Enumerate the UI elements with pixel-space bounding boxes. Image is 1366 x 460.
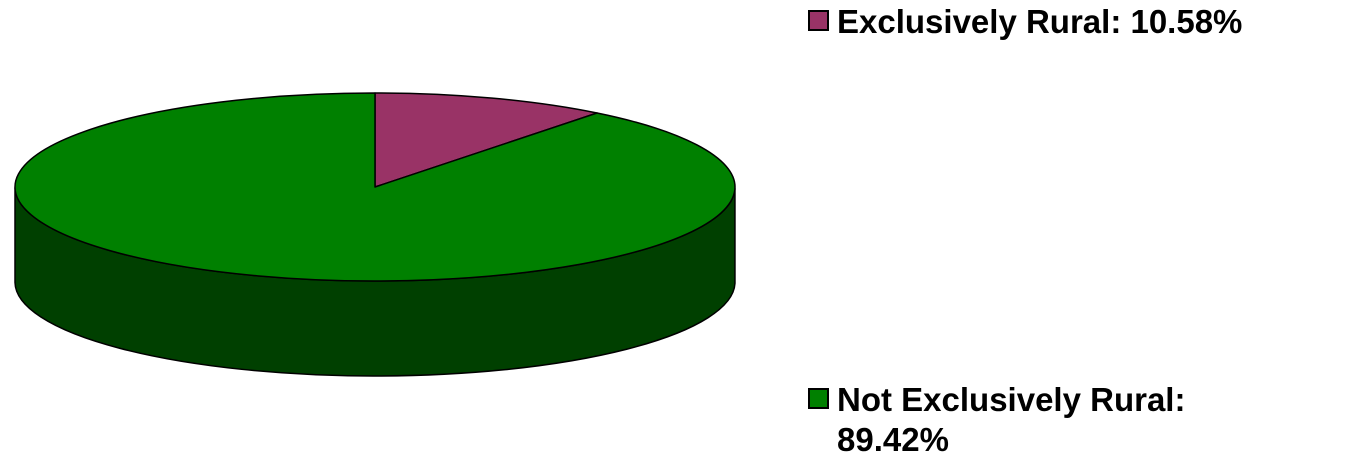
pie-slice-exclusively-rural (374, 92, 598, 188)
legend-label-line: Not Exclusively Rural: (837, 381, 1186, 418)
legend-label-line: Exclusively Rural: 10.58% (837, 3, 1243, 40)
pie-chart (14, 92, 736, 377)
legend-item-exclusively-rural: Exclusively Rural: 10.58% (808, 2, 1242, 42)
legend-label-line: 89.42% (837, 421, 949, 458)
legend-swatch-exclusively-rural (808, 10, 829, 31)
pie-slice-not-exclusively-rural (14, 92, 736, 282)
legend-label-exclusively-rural: Exclusively Rural: 10.58% (837, 2, 1242, 42)
legend-swatch-not-exclusively-rural (808, 388, 829, 409)
legend-label-not-exclusively-rural: Not Exclusively Rural: 89.42% (837, 380, 1185, 460)
legend-item-not-exclusively-rural: Not Exclusively Rural: 89.42% (808, 380, 1185, 460)
